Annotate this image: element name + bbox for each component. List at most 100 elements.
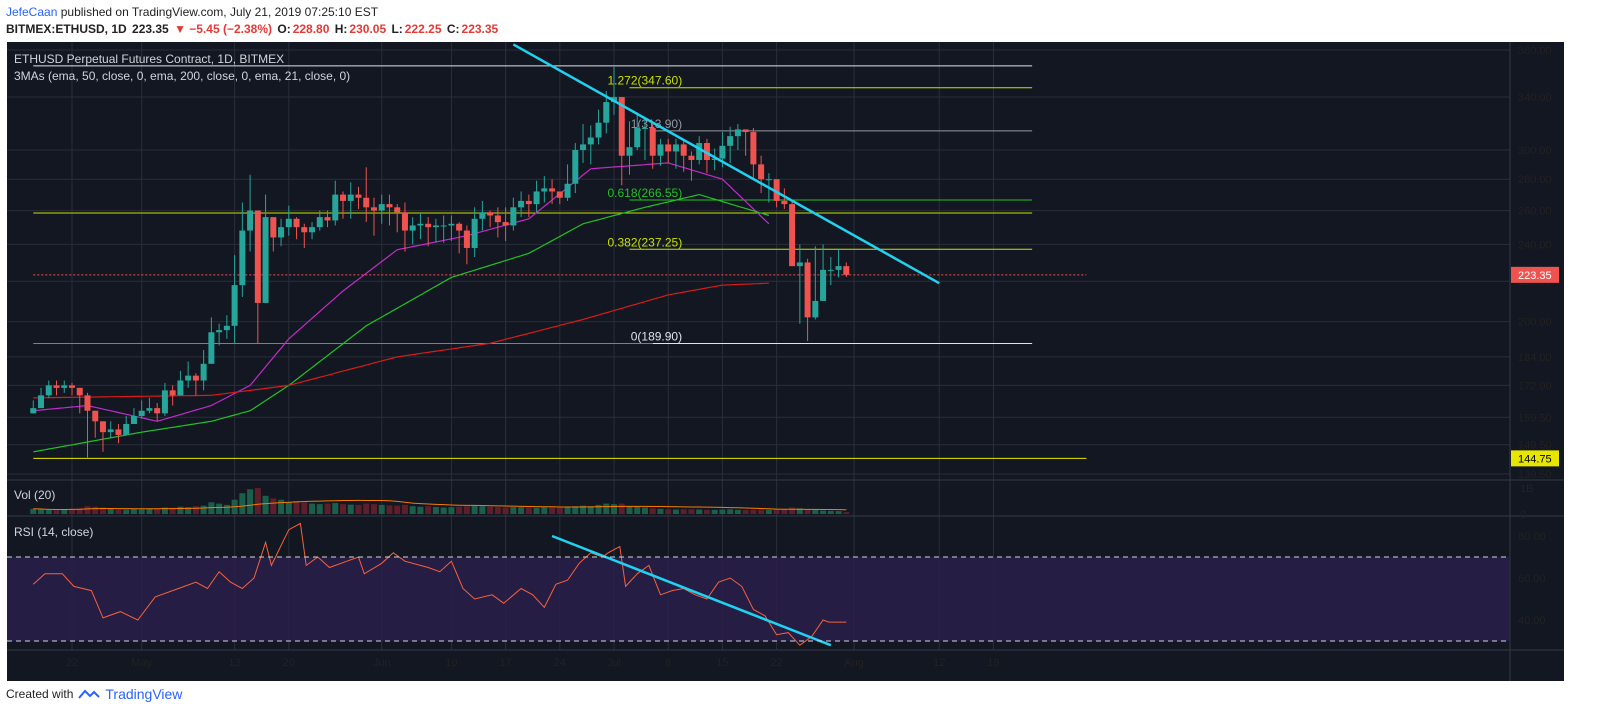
volume-bar <box>634 506 641 514</box>
open-value: 228.80 <box>292 22 330 36</box>
high-value: 230.05 <box>349 22 387 36</box>
volume-bar <box>192 506 199 514</box>
volume-bar <box>510 506 517 514</box>
fib-level-label: 0.382(237.25) <box>607 235 682 249</box>
volume-bar <box>53 510 60 514</box>
volume-bar <box>138 509 145 514</box>
volume-bar <box>541 507 548 514</box>
publisher-name[interactable]: JefeCaan <box>6 5 58 19</box>
volume-title: Vol (20) <box>14 488 55 502</box>
candle-body <box>386 204 393 208</box>
candle-body <box>432 225 439 228</box>
last-price-tag <box>1511 266 1559 283</box>
footer: Created with TradingView <box>6 686 182 702</box>
volume-bar <box>177 506 184 514</box>
volume-bar <box>84 506 91 514</box>
candle-body <box>626 147 633 156</box>
volume-bar <box>76 508 83 514</box>
candle-body <box>192 375 199 381</box>
volume-bar <box>99 507 106 514</box>
rsi-line <box>32 522 847 646</box>
volume-bar <box>370 504 377 514</box>
candle-body <box>45 385 52 396</box>
volume-bar <box>518 507 525 514</box>
candle-body <box>285 218 292 228</box>
volume-bar <box>123 509 130 514</box>
volume-bar <box>440 507 447 514</box>
volume-bar <box>564 506 571 514</box>
candlesticks <box>30 67 850 458</box>
price-tick-label: 340.00 <box>1518 92 1552 104</box>
price-tick-label: 159.50 <box>1518 412 1552 424</box>
fib-level-label: 0(189.90) <box>631 329 682 343</box>
candle-body <box>820 269 827 301</box>
date-tick-label: 22 <box>66 657 78 669</box>
candle-body <box>657 144 664 156</box>
candle-body <box>417 223 424 226</box>
volume-bar <box>107 508 114 514</box>
candle-body <box>835 266 842 270</box>
volume-bar <box>618 503 625 514</box>
volume-bar <box>758 509 765 514</box>
date-tick-label: 24 <box>554 657 566 669</box>
volume-bar <box>665 509 672 514</box>
price-tick-label: 139.50 <box>1518 469 1552 481</box>
candle-body <box>541 188 548 192</box>
candle-body <box>765 179 772 181</box>
candle-body <box>471 218 478 248</box>
candle-body <box>587 137 594 145</box>
candle-body <box>262 217 269 303</box>
trendlines[interactable] <box>512 43 940 647</box>
tradingview-brand[interactable]: TradingView <box>105 686 183 702</box>
volume-bar <box>626 506 633 514</box>
candle-body <box>355 194 362 198</box>
candle-body <box>649 128 656 156</box>
candle-body <box>758 164 765 180</box>
high-label: H: <box>334 22 348 36</box>
volume-bar <box>425 506 432 514</box>
rsi-tick-label: 40.00 <box>1518 615 1546 627</box>
volume-bar <box>200 505 207 514</box>
open-label: O: <box>277 22 291 36</box>
grid-lines <box>7 42 1564 681</box>
volume-bar <box>293 501 300 514</box>
volume-bar <box>332 503 339 514</box>
date-tick-label: 17 <box>499 657 511 669</box>
volume-bar <box>278 499 285 514</box>
candle-body <box>409 225 416 231</box>
volume-bar <box>69 508 75 514</box>
support-tag <box>1511 450 1559 467</box>
volume-bar <box>827 510 834 514</box>
volume-bar <box>223 504 230 514</box>
volume-bar <box>502 507 509 514</box>
price-tick-label: 200.00 <box>1518 317 1552 329</box>
indicator-label: 3MAs (ema, 50, close, 0, ema, 200, close… <box>14 69 350 83</box>
volume-bar <box>471 505 478 514</box>
volume-ma-line <box>33 499 847 511</box>
candle-body <box>440 225 447 227</box>
candle-body <box>347 194 354 201</box>
candle-body <box>556 191 563 198</box>
price-tick-label: 184.00 <box>1518 352 1552 364</box>
volume-bar <box>804 509 811 514</box>
candle-body <box>680 144 687 156</box>
volume-bar <box>130 509 137 514</box>
candle-body <box>672 144 679 152</box>
volume-bar <box>649 508 656 514</box>
rsi-trendline[interactable] <box>551 534 832 647</box>
publish-info: JefeCaan published on TradingView.com, J… <box>6 5 378 19</box>
candle-body <box>572 150 579 184</box>
fib-level-label: 1.272(347.60) <box>607 74 682 88</box>
candle-body <box>796 262 803 267</box>
volume-bar <box>316 504 323 514</box>
candle-body <box>463 230 470 248</box>
volume-bar <box>688 509 695 514</box>
date-tick-label: 10 <box>445 657 457 669</box>
volume-bar <box>309 503 316 514</box>
volume-bar <box>603 503 610 514</box>
price-trendline[interactable] <box>512 43 940 285</box>
candle-body <box>146 408 153 411</box>
candle-body <box>773 179 780 201</box>
candle-body <box>781 200 788 205</box>
